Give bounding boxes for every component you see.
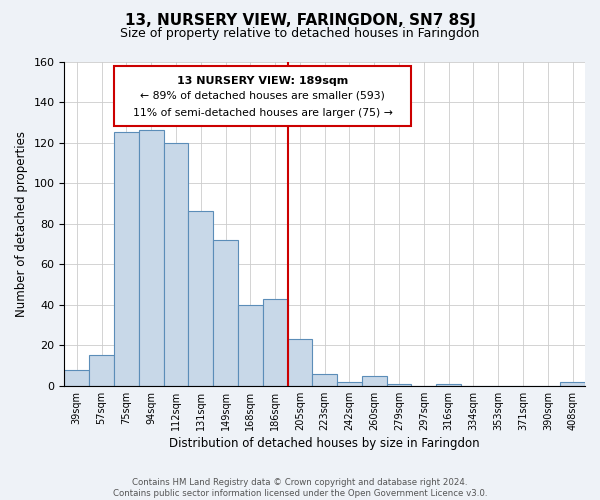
Bar (386, 384, 412, 386)
Y-axis label: Number of detached properties: Number of detached properties (15, 130, 28, 316)
Bar (89, 356, 114, 386)
Text: 11% of semi-detached houses are larger (75) →: 11% of semi-detached houses are larger (… (133, 108, 392, 118)
Bar (238, 304, 263, 386)
Bar (213, 240, 238, 386)
Bar (362, 376, 386, 386)
Bar (114, 66, 412, 126)
Bar (114, 132, 139, 386)
Bar (139, 130, 164, 386)
Bar (263, 298, 287, 386)
Bar (337, 382, 362, 386)
Bar (64, 370, 89, 386)
Bar (287, 339, 313, 386)
Bar (436, 384, 461, 386)
X-axis label: Distribution of detached houses by size in Faringdon: Distribution of detached houses by size … (169, 437, 480, 450)
Text: Size of property relative to detached houses in Faringdon: Size of property relative to detached ho… (121, 28, 479, 40)
Text: 13 NURSERY VIEW: 189sqm: 13 NURSERY VIEW: 189sqm (177, 76, 349, 86)
Text: ← 89% of detached houses are smaller (593): ← 89% of detached houses are smaller (59… (140, 91, 385, 101)
Bar (188, 212, 213, 386)
Bar (560, 382, 585, 386)
Bar (164, 142, 188, 386)
Text: Contains HM Land Registry data © Crown copyright and database right 2024.
Contai: Contains HM Land Registry data © Crown c… (113, 478, 487, 498)
Bar (313, 374, 337, 386)
Text: 13, NURSERY VIEW, FARINGDON, SN7 8SJ: 13, NURSERY VIEW, FARINGDON, SN7 8SJ (125, 12, 475, 28)
